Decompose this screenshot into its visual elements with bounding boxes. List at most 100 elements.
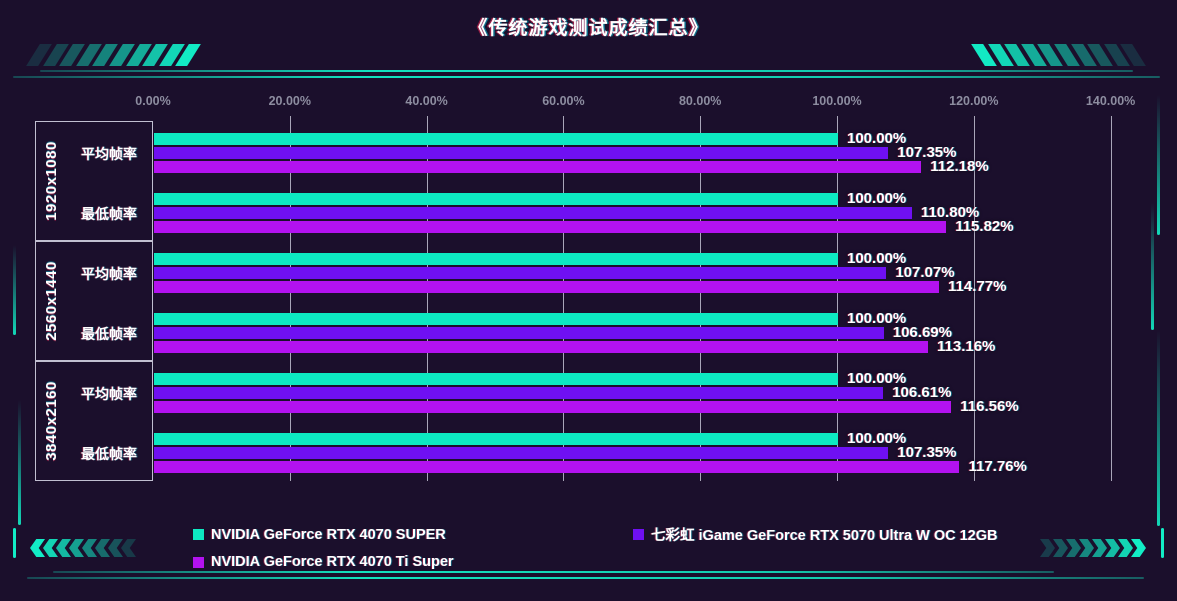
accent-line-vertical [1157,330,1160,526]
x-axis-tick-label: 120.00% [949,94,999,108]
bar [154,133,838,145]
gridline [837,116,838,481]
chevron-arrow-icon [1092,539,1107,557]
bar [154,193,838,205]
bar-value-label: 116.56% [960,398,1019,415]
chevron-arrow-icon [43,539,58,557]
accent-line-horizontal [27,577,1144,579]
accent-line-vertical [1157,95,1160,235]
resolution-label: 3840x2160 [43,381,60,461]
legend-color-swatch [193,529,204,540]
bar [154,161,922,173]
bar-value-label: 112.18% [930,158,989,175]
x-axis-tick-label: 140.00% [1085,94,1136,108]
chevron-arrow-icon [1040,539,1055,557]
chevron-arrow-icon [1118,539,1133,557]
chevron-arrow-icon [56,539,71,557]
bar-value-label: 106.61% [892,384,952,401]
bar-value-label: 100.00% [847,130,907,147]
legend-item: 七彩虹 iGame GeForce RTX 5070 Ultra W OC 12… [633,524,1143,545]
bar-value-label: 107.35% [897,444,957,461]
bar [154,313,838,325]
bar-value-label: 100.00% [847,250,907,267]
x-axis-tick-label: 60.00% [542,94,585,108]
resolution-label: 1920x1080 [43,141,60,221]
metric-label: 平均帧率 [81,266,137,282]
legend-color-swatch [193,556,204,568]
bar [154,401,952,413]
chevron-arrow-icon [121,539,136,557]
bar-value-label: 117.76% [968,458,1027,475]
metric-label: 平均帧率 [81,386,137,402]
legend-series-name: NVIDIA GeForce RTX 4070 Ti Super [211,554,454,570]
bar-value-label: 115.82% [955,218,1014,235]
accent-line-vertical [18,400,21,525]
gridline [563,116,564,481]
bar [154,267,887,279]
x-axis-tick-label: 0.00% [135,94,171,108]
bar-value-label: 100.00% [847,310,907,327]
gridline [427,116,428,481]
accent-line-horizontal [53,571,1054,573]
x-axis-tick-label: 20.00% [268,94,311,108]
bar-value-label: 110.80% [920,204,980,221]
bar [154,461,960,473]
chevron-arrow-icon [1105,539,1120,557]
x-axis-tick-label: 40.00% [405,94,448,108]
accent-line-vertical [1151,203,1154,330]
bar-value-label: 100.00% [847,370,907,387]
bar [154,147,889,159]
bar-value-label: 100.00% [847,430,907,447]
legend-series-name: NVIDIA GeForce RTX 4070 SUPER [211,526,446,543]
chevron-arrow-icon [82,539,97,557]
bar-value-label: 106.69% [892,324,952,341]
chevron-arrow-icon [95,539,110,557]
chevron-arrow-icon [69,539,84,557]
bar [154,387,884,399]
resolution-group-box: 2560x1440 平均帧率最低帧率 [35,241,153,361]
chevron-arrow-icon [1053,539,1068,557]
bar-value-label: 100.00% [847,190,907,207]
accent-line-vertical [13,528,16,558]
gridline [290,116,291,481]
bar-value-label: 114.77% [948,278,1007,295]
bar [154,447,889,459]
bar [154,207,912,219]
accent-line-horizontal [13,76,1160,78]
page-title: 《传统游戏测试成绩汇总》 [468,18,709,39]
x-axis-tick-label: 80.00% [678,94,722,108]
metric-label: 最低帧率 [81,446,137,462]
resolution-group-box: 1920x1080 平均帧率最低帧率 [35,121,153,241]
gridline [974,116,975,481]
chevron-arrow-icon [1079,539,1094,557]
chart-legend: NVIDIA GeForce RTX 4070 SUPER 七彩虹 iGame G… [193,524,1143,570]
x-axis-tick-label: 100.00% [812,94,862,108]
chevron-arrow-icon [1066,539,1081,557]
accent-line-vertical [1161,528,1164,558]
chevron-arrow-icon [30,539,45,557]
chevron-arrow-icon [108,539,123,557]
bar-value-label: 113.16% [937,338,996,355]
metric-label: 最低帧率 [81,206,137,222]
bar [154,221,947,233]
chevron-arrow-icon [1131,539,1146,557]
legend-series-name: 七彩虹 iGame GeForce RTX 5070 Ultra W OC 12… [651,528,998,544]
gridline [1111,116,1112,481]
bar [154,341,928,353]
gridline [700,116,701,481]
accent-line-vertical [13,245,16,335]
resolution-group-box: 3840x2160 平均帧率最低帧率 [35,361,153,481]
bar [154,253,838,265]
resolution-label: 2560x1440 [43,261,60,341]
bar [154,327,884,339]
accent-line-horizontal [40,70,1133,72]
legend-item: NVIDIA GeForce RTX 4070 SUPER [193,524,633,545]
metric-label: 平均帧率 [81,146,137,162]
metric-label: 最低帧率 [81,326,137,342]
legend-color-swatch [633,529,644,540]
bar-value-label: 107.07% [895,264,955,281]
bar [154,433,838,445]
bar [154,373,838,385]
bar [154,281,940,293]
